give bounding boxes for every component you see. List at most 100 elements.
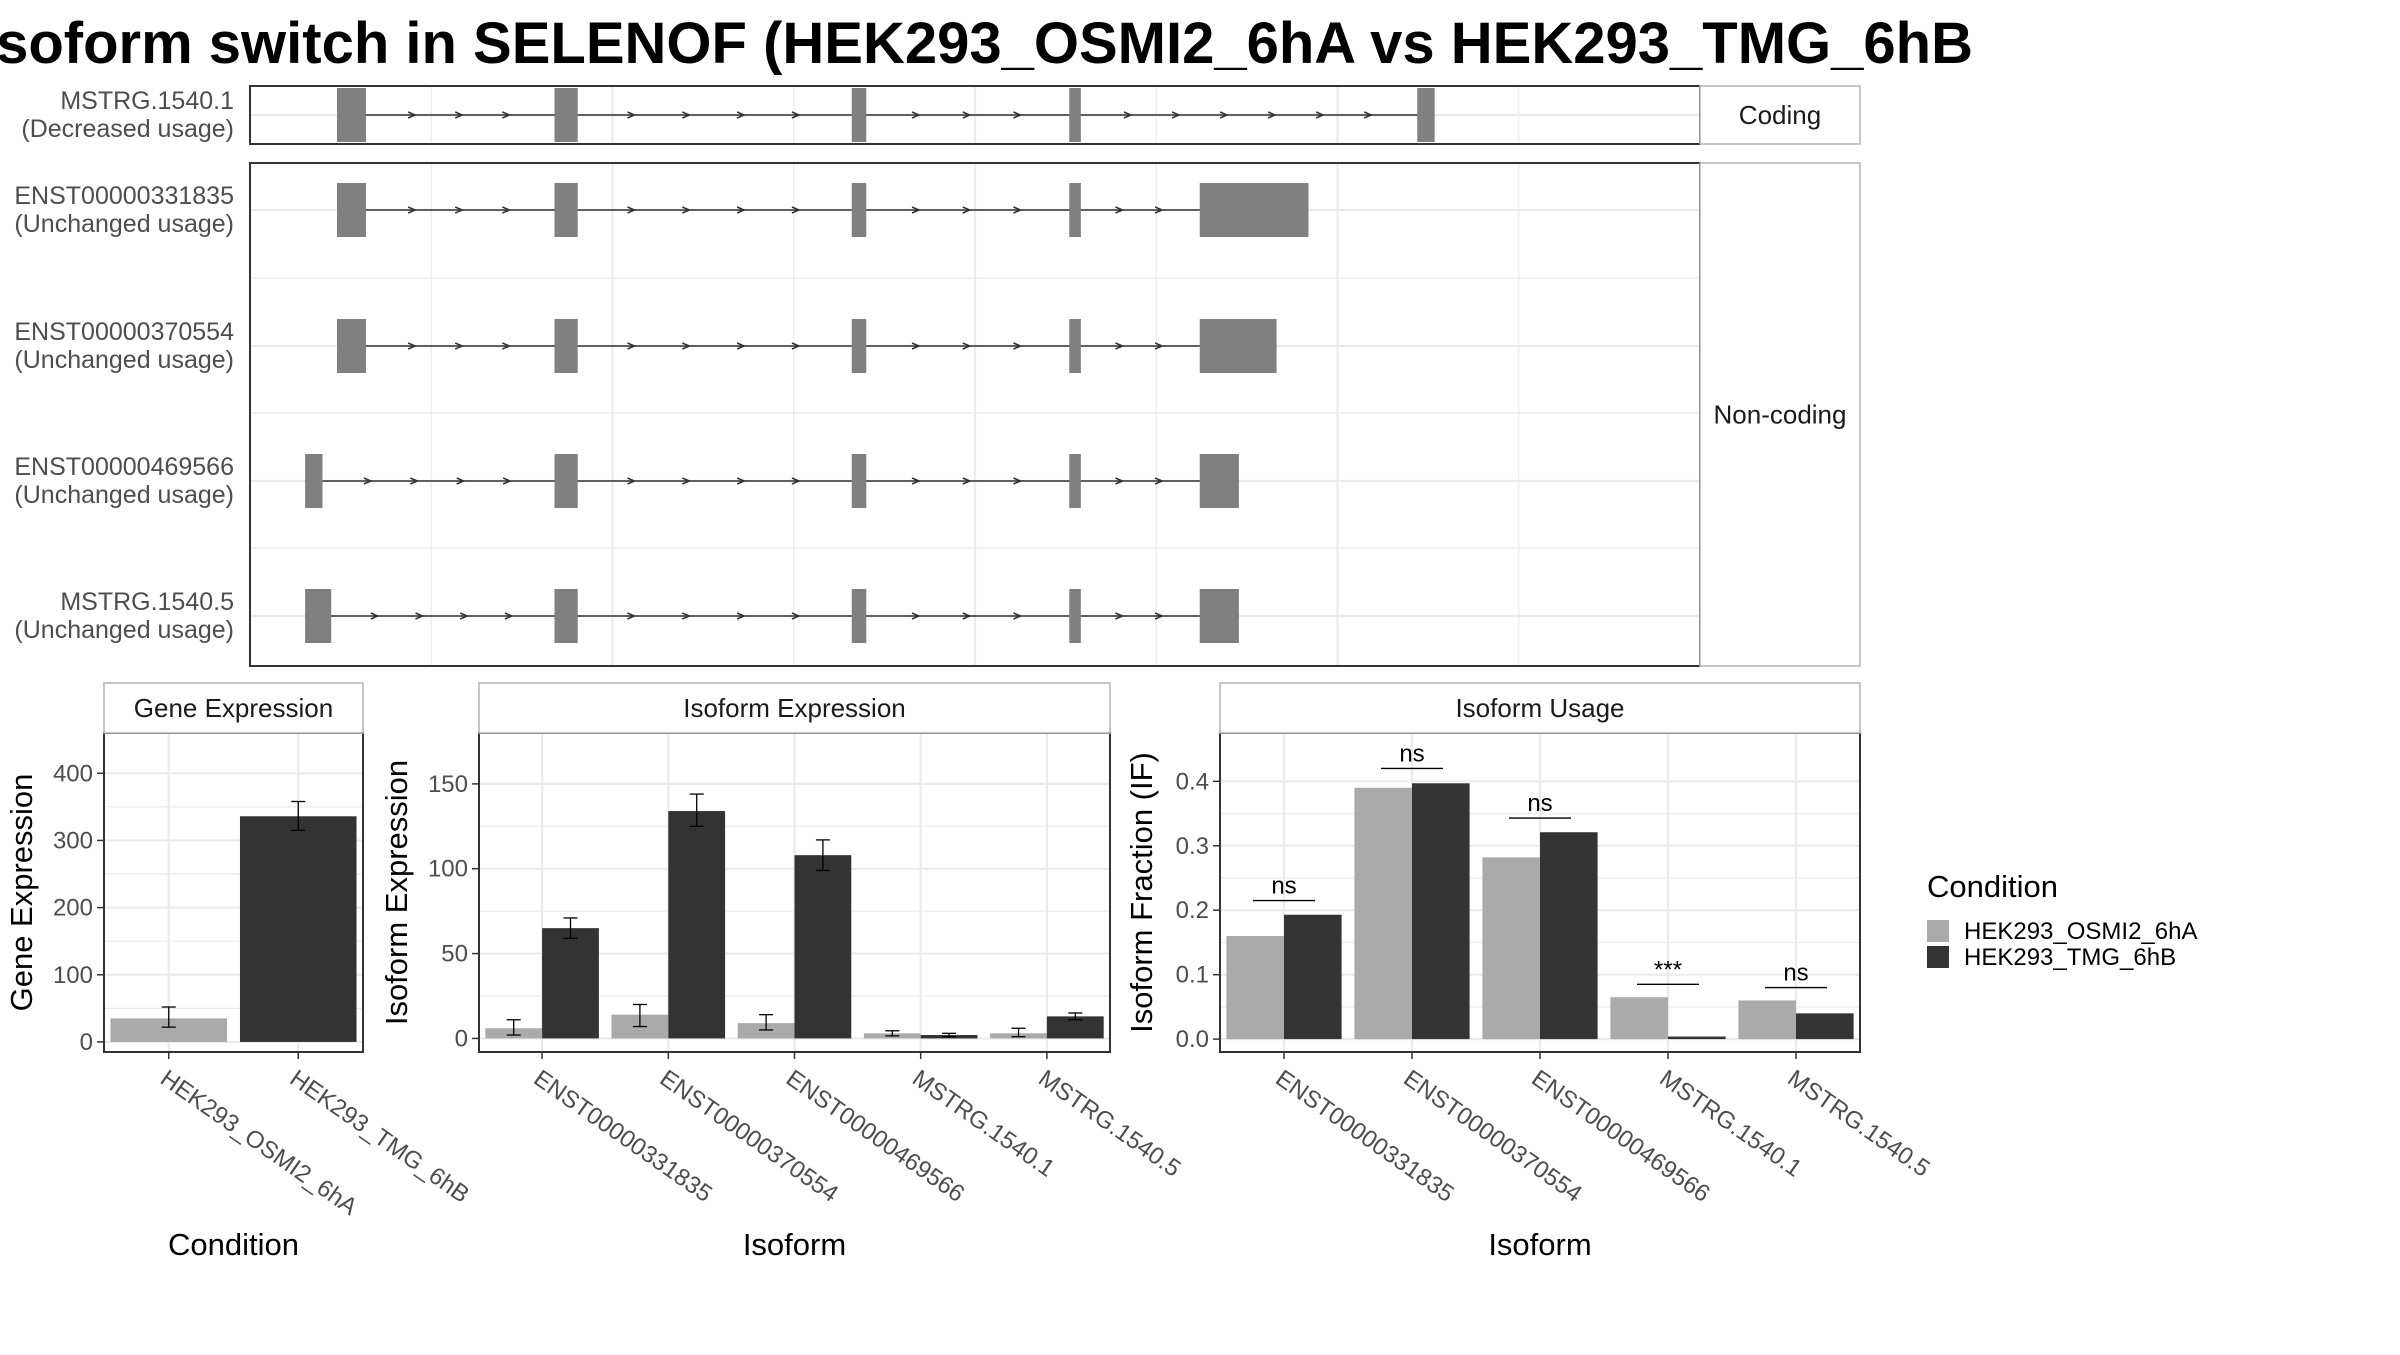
y-tick-label: 0 xyxy=(455,1025,468,1052)
transcript-id-label: ENST00000469566 xyxy=(14,453,234,481)
intron-arrow xyxy=(370,612,380,620)
bar xyxy=(1284,914,1342,1040)
bar xyxy=(1668,1036,1726,1040)
intron-arrow xyxy=(1171,111,1181,119)
intron-arrow xyxy=(407,111,418,119)
intron-arrow xyxy=(682,612,692,620)
y-axis-title: Isoform Fraction (IF) xyxy=(1124,752,1159,1033)
transcript-usage-label: (Unchanged usage) xyxy=(14,346,234,374)
intron-arrow xyxy=(682,342,692,350)
intron-arrow xyxy=(456,477,466,485)
bar xyxy=(794,855,852,1039)
transcript-usage-label: (Unchanged usage) xyxy=(14,481,234,509)
exon-block xyxy=(554,589,578,643)
y-tick-label: 0.4 xyxy=(1176,768,1209,795)
intron-arrow xyxy=(1363,111,1374,119)
bar xyxy=(1482,857,1540,1040)
bar xyxy=(1540,832,1598,1040)
y-tick-label: 300 xyxy=(53,827,93,854)
exon-block xyxy=(1069,454,1081,508)
intron-arrow xyxy=(1013,206,1023,214)
intron-arrow xyxy=(962,206,972,214)
intron-arrow xyxy=(502,342,512,350)
intron-arrow xyxy=(504,612,514,620)
intron-arrow xyxy=(1115,206,1125,214)
intron-arrow xyxy=(627,111,637,119)
exon-block xyxy=(1069,183,1081,237)
transcript-structure-panel: MSTRG.1540.1(Decreased usage) ENST0000033… xyxy=(14,85,1861,667)
bar xyxy=(1046,1016,1104,1039)
intron-arrow xyxy=(1154,477,1165,485)
intron-arrow xyxy=(410,477,420,485)
x-tick-label: MSTRG.1540.5 xyxy=(1783,1065,1935,1183)
y-tick-label: 0.2 xyxy=(1176,897,1209,924)
intron-arrow xyxy=(627,477,637,485)
significance-label: *** xyxy=(1654,956,1682,983)
isoform-expression-panel: Isoform Expression050100150ENST000003318… xyxy=(379,682,1186,1262)
intron-arrow xyxy=(627,206,637,214)
exon-block xyxy=(337,88,366,142)
intron-arrow xyxy=(627,612,637,620)
significance-label: ns xyxy=(1399,740,1424,767)
exon-block xyxy=(851,88,867,142)
exon-block xyxy=(1069,88,1081,142)
exon-block xyxy=(554,454,578,508)
panel-strip xyxy=(478,682,1111,734)
intron-arrow xyxy=(1154,206,1165,214)
panel-title: Isoform Expression xyxy=(683,693,906,723)
intron-arrow xyxy=(1115,612,1125,620)
transcript-id-label: ENST00000370554 xyxy=(14,318,234,346)
intron-arrow xyxy=(407,342,418,350)
x-axis-title: Isoform xyxy=(743,1227,846,1262)
exon-block xyxy=(1069,589,1081,643)
transcript-usage-label: (Unchanged usage) xyxy=(14,616,234,644)
exon-block xyxy=(554,88,578,142)
plot-title: Isoform switch in SELENOF (HEK293_OSMI2_… xyxy=(0,11,1973,76)
panel-strip xyxy=(103,682,364,734)
intron-arrow xyxy=(502,206,512,214)
exon-block xyxy=(1199,183,1309,237)
intron-arrow xyxy=(911,477,921,485)
y-tick-label: 400 xyxy=(53,760,93,787)
intron-arrow xyxy=(1013,342,1023,350)
intron-arrow xyxy=(682,477,692,485)
intron-arrow xyxy=(1315,111,1326,119)
intron-arrow xyxy=(911,111,921,119)
bar xyxy=(1796,1013,1854,1040)
exon-block xyxy=(337,183,366,237)
bar xyxy=(1738,1000,1796,1040)
structure-strip-label: Non-coding xyxy=(1714,400,1847,430)
transcript-id-label: MSTRG.1540.5 xyxy=(60,588,234,616)
bar xyxy=(1412,783,1470,1040)
intron-arrow xyxy=(962,342,972,350)
bar xyxy=(1610,997,1668,1040)
y-tick-label: 0.1 xyxy=(1176,962,1209,989)
y-axis-title: Isoform Expression xyxy=(379,760,414,1025)
intron-arrow xyxy=(736,612,747,620)
exon-block xyxy=(851,589,867,643)
intron-arrow xyxy=(1115,477,1125,485)
y-tick-label: 100 xyxy=(53,962,93,989)
intron-arrow xyxy=(791,612,801,620)
structure-strip xyxy=(1699,85,1861,145)
exon-block xyxy=(1199,454,1239,508)
intron-arrow xyxy=(454,342,465,350)
legend-title: Condition xyxy=(1927,869,2058,904)
intron-arrow xyxy=(911,342,921,350)
intron-arrow xyxy=(1154,342,1165,350)
intron-arrow xyxy=(736,342,747,350)
y-tick-label: 200 xyxy=(53,895,93,922)
structure-strip xyxy=(1699,162,1861,667)
x-axis-title: Isoform xyxy=(1488,1227,1591,1262)
intron-arrow xyxy=(1154,612,1165,620)
exon-block xyxy=(1199,319,1277,373)
x-axis-title: Condition xyxy=(168,1227,299,1262)
transcript-id-label: ENST00000331835 xyxy=(14,182,234,210)
intron-arrow xyxy=(1267,111,1277,119)
intron-arrow xyxy=(791,206,801,214)
intron-arrow xyxy=(415,612,425,620)
intron-arrow xyxy=(363,477,373,485)
exon-block xyxy=(851,183,867,237)
